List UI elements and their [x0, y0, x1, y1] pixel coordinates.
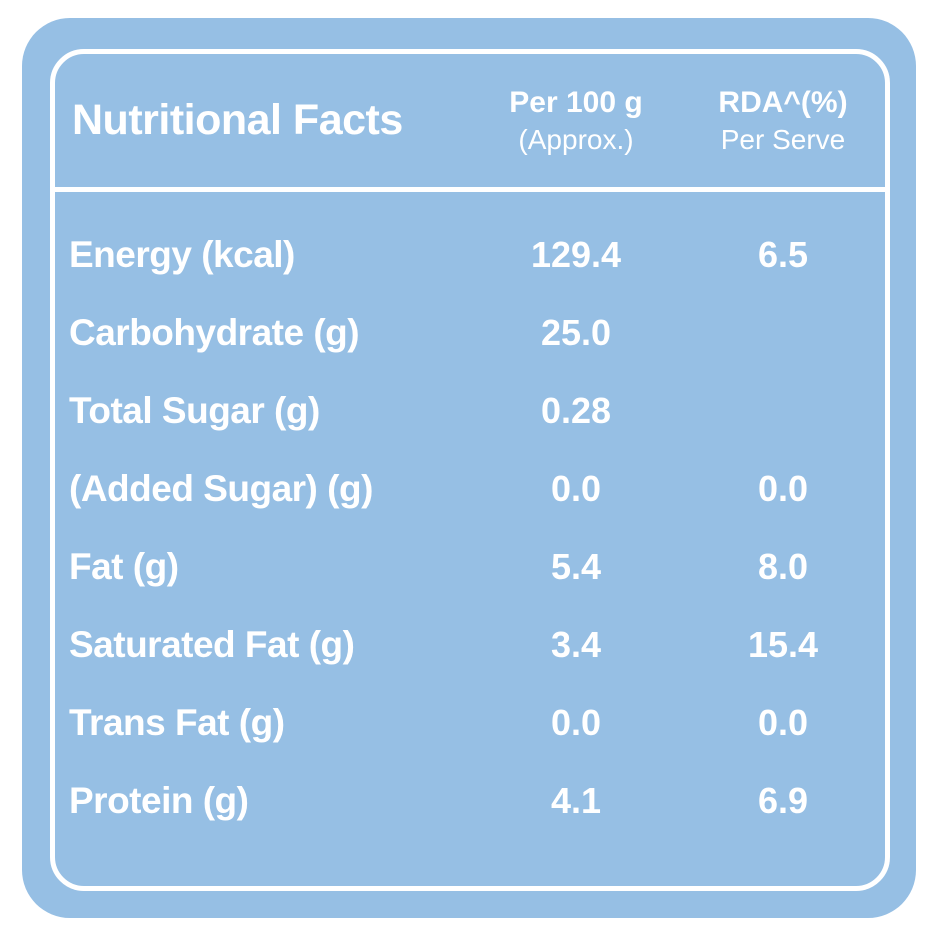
table-header: Nutritional Facts Per 100 g (Approx.) RD… [55, 54, 885, 192]
row-value-per100: 25.0 [540, 312, 612, 353]
row-label: Fat (g) [69, 546, 179, 587]
row-value-rda: 0.0 [757, 702, 809, 743]
inner-frame: Nutritional Facts Per 100 g (Approx.) RD… [50, 49, 890, 891]
row-label: Trans Fat (g) [69, 702, 285, 743]
row-value-rda: 0.0 [757, 468, 809, 509]
table-row: Carbohydrate (g) 25.0 [55, 294, 885, 372]
row-value-rda: 6.9 [757, 780, 809, 821]
row-label: Total Sugar (g) [69, 390, 320, 431]
table-row: Energy (kcal) 129.4 6.5 [55, 216, 885, 294]
row-value-per100: 0.28 [540, 390, 612, 431]
per100-header-sublabel: (Approx.) [518, 123, 634, 155]
row-value-rda: 6.5 [757, 234, 809, 275]
row-label: Carbohydrate (g) [69, 312, 360, 353]
row-value-per100: 129.4 [530, 234, 622, 275]
row-value-per100: 3.4 [550, 624, 602, 665]
column-header-per100: Per 100 g (Approx.) [471, 83, 681, 158]
row-label: Saturated Fat (g) [69, 624, 355, 665]
rda-header-label: RDA^(%) [718, 85, 848, 119]
row-label: Energy (kcal) [69, 234, 295, 275]
row-value-per100: 0.0 [550, 702, 602, 743]
row-value-per100: 0.0 [550, 468, 602, 509]
table-row: Trans Fat (g) 0.0 0.0 [55, 684, 885, 762]
row-value-rda: 15.4 [747, 624, 819, 665]
row-value-rda: 8.0 [757, 546, 809, 587]
row-label: (Added Sugar) (g) [69, 468, 373, 509]
rda-header-sublabel: Per Serve [720, 123, 846, 155]
table-body: Energy (kcal) 129.4 6.5 Carbohydrate (g)… [55, 192, 885, 840]
nutrition-card: Nutritional Facts Per 100 g (Approx.) RD… [22, 18, 916, 918]
page-title: Nutritional Facts [72, 96, 403, 144]
per100-header-label: Per 100 g [509, 85, 643, 119]
table-row: Total Sugar (g) 0.28 [55, 372, 885, 450]
table-row: Saturated Fat (g) 3.4 15.4 [55, 606, 885, 684]
row-value-per100: 5.4 [550, 546, 602, 587]
row-value-per100: 4.1 [550, 780, 602, 821]
table-row: (Added Sugar) (g) 0.0 0.0 [55, 450, 885, 528]
table-row: Protein (g) 4.1 6.9 [55, 762, 885, 840]
table-row: Fat (g) 5.4 8.0 [55, 528, 885, 606]
column-header-rda: RDA^(%) Per Serve [681, 83, 885, 158]
row-label: Protein (g) [69, 780, 249, 821]
